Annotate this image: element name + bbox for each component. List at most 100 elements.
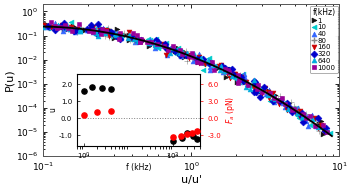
1: [316, 125, 322, 128]
1: [243, 80, 249, 83]
10: [271, 98, 277, 101]
40: [323, 126, 329, 129]
320: [226, 68, 232, 71]
1: [316, 122, 322, 125]
40: [286, 107, 291, 110]
320: [300, 112, 305, 115]
640: [64, 23, 70, 26]
1000: [154, 42, 160, 45]
160: [319, 124, 324, 127]
40: [132, 40, 138, 43]
80: [257, 94, 263, 97]
1000: [289, 109, 295, 112]
320: [162, 43, 168, 46]
1: [107, 29, 112, 32]
1: [43, 23, 48, 26]
80: [78, 26, 84, 29]
1: [286, 101, 291, 104]
40: [266, 89, 272, 92]
1: [194, 57, 199, 60]
80: [94, 27, 100, 30]
40: [271, 101, 277, 104]
1000: [117, 31, 123, 34]
1: [127, 34, 132, 37]
80: [310, 122, 315, 125]
80: [206, 60, 211, 63]
320: [315, 116, 321, 119]
1000: [222, 68, 228, 71]
1000: [198, 61, 204, 64]
160: [131, 37, 137, 40]
160: [313, 117, 318, 120]
80: [158, 43, 164, 46]
40: [164, 44, 170, 47]
1000: [282, 103, 288, 106]
40: [228, 70, 233, 74]
160: [97, 28, 103, 31]
10: [175, 47, 180, 50]
40: [206, 61, 212, 64]
640: [243, 86, 249, 89]
640: [294, 112, 300, 115]
640: [146, 41, 152, 44]
40: [193, 59, 198, 62]
40: [101, 29, 106, 33]
640: [180, 49, 185, 52]
160: [292, 111, 298, 114]
1000: [90, 28, 96, 31]
1: [279, 100, 284, 103]
40: [309, 113, 315, 116]
160: [126, 30, 132, 33]
80: [53, 23, 58, 26]
160: [216, 64, 222, 67]
1: [160, 43, 165, 46]
320: [183, 54, 189, 57]
640: [283, 102, 288, 105]
1000: [279, 96, 284, 99]
1000: [209, 60, 215, 64]
80: [133, 40, 139, 43]
10: [201, 68, 206, 71]
1: [182, 51, 188, 54]
10: [224, 71, 230, 74]
1: [273, 99, 279, 102]
1: [296, 111, 302, 114]
80: [121, 32, 127, 35]
160: [163, 53, 169, 56]
Y-axis label: $F_a$ (pN): $F_a$ (pN): [224, 96, 237, 124]
1: [122, 33, 127, 36]
1: [302, 113, 307, 116]
1: [172, 49, 178, 52]
1000: [245, 84, 251, 87]
320: [136, 40, 141, 43]
1000: [307, 114, 313, 117]
10: [45, 27, 51, 30]
640: [93, 30, 98, 33]
10: [145, 37, 151, 40]
40: [84, 29, 90, 32]
640: [54, 25, 59, 28]
320: [240, 79, 246, 82]
80: [176, 53, 181, 57]
80: [102, 35, 108, 38]
40: [147, 39, 153, 42]
40: [90, 30, 96, 33]
40: [244, 82, 250, 85]
1000: [170, 45, 175, 48]
640: [265, 94, 270, 97]
640: [93, 31, 99, 34]
1000: [52, 24, 58, 27]
640: [95, 34, 101, 37]
40: [305, 125, 311, 128]
40: [177, 51, 183, 54]
Point: [170, 136, 176, 139]
1: [195, 60, 201, 63]
80: [289, 100, 294, 103]
320: [258, 96, 263, 99]
160: [224, 71, 230, 74]
1000: [161, 44, 167, 47]
80: [95, 30, 101, 33]
320: [84, 28, 90, 31]
10: [59, 26, 64, 29]
40: [164, 53, 170, 56]
